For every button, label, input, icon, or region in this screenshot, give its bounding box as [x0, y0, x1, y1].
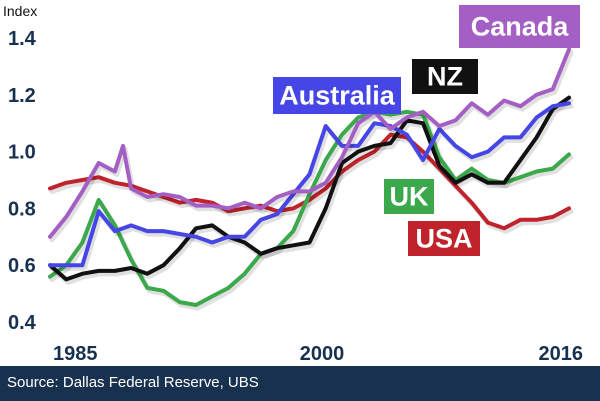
series-label-box-australia [273, 77, 401, 114]
source-footer: Source: Dallas Federal Reserve, UBS [0, 366, 600, 401]
x-tick-labels: 1985 2000 2016 [53, 343, 583, 365]
series-label-box-uk [384, 179, 434, 214]
series-shadow-australia [49, 103, 574, 271]
y-tick-label: 0.6 [8, 255, 36, 277]
y-tick-label: 0.4 [8, 312, 37, 334]
series-lines [48, 47, 574, 311]
y-tick-label: 1.2 [8, 85, 36, 107]
series-shadow-uk [49, 112, 574, 311]
series-line-australia [48, 101, 571, 268]
source-text: Source: Dallas Federal Reserve, UBS [7, 374, 259, 391]
chart-svg: Index 0.4 0.6 0.8 1.0 1.2 1.4 1985 2000 2016 US… [3, 3, 583, 365]
series-label-box-usa [408, 221, 480, 256]
y-tick-label: 0.8 [8, 198, 36, 220]
series-line-canada [48, 47, 571, 239]
series-label-nz: NZ [427, 62, 463, 92]
y-tick-labels: 0.4 0.6 0.8 1.0 1.2 1.4 [8, 28, 37, 334]
series-label-australia: Australia [279, 81, 396, 111]
series-label-box-canada [459, 5, 580, 48]
series-line-usa [48, 132, 571, 231]
y-axis-title: Index [3, 3, 37, 19]
y-tick-label: 1.4 [8, 28, 37, 50]
series-line-uk [48, 109, 571, 307]
y-tick-label: 1.0 [8, 142, 36, 164]
series-line-nz [48, 95, 571, 282]
series-label-box-nz [412, 59, 478, 94]
series-label-usa: USA [415, 224, 472, 254]
series-label-uk: UK [390, 182, 429, 212]
series-labels: USA UK NZ Australia Canada [273, 5, 580, 256]
x-tick-label: 1985 [53, 343, 98, 365]
x-tick-label: 2000 [300, 343, 345, 365]
x-tick-label: 2016 [539, 343, 584, 365]
series-label-canada: Canada [471, 12, 570, 42]
